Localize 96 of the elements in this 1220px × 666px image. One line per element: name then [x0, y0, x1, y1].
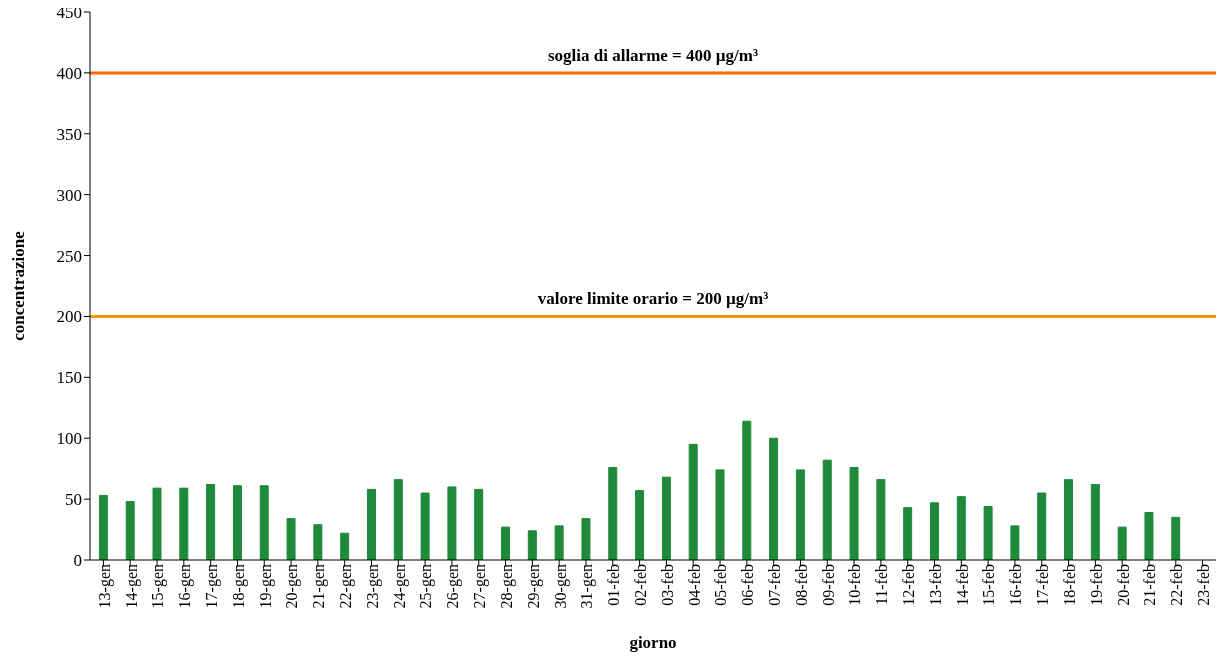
bar [1090, 484, 1100, 560]
ref-line-label: soglia di allarme = 400 µg/m³ [547, 45, 759, 65]
bar [608, 466, 618, 560]
x-tick-label: 20-gen [283, 564, 302, 609]
x-tick-label: 19-gen [256, 564, 275, 609]
bar [259, 485, 269, 560]
x-tick-label: 11-feb [873, 564, 891, 606]
y-axis-title: concentrazione [9, 230, 29, 341]
bar [903, 507, 913, 560]
bar [554, 525, 564, 560]
bar [1064, 479, 1074, 560]
x-tick-label: 31-gen [578, 564, 597, 609]
y-tick-label: 300 [56, 185, 82, 205]
x-tick-label: 23-feb [1194, 564, 1212, 606]
y-tick-label: 150 [56, 368, 82, 388]
x-tick-label: 05-feb [712, 564, 730, 606]
x-tick-label: 17-gen [203, 564, 221, 609]
x-tick-label: 29-gen [524, 564, 543, 609]
bar [688, 443, 698, 560]
x-tick-label: 30-gen [551, 564, 570, 609]
bar [179, 487, 189, 560]
bar [393, 479, 403, 560]
x-tick-label: 07-feb [766, 564, 783, 606]
x-tick-label: 02-feb [631, 564, 649, 606]
bar [956, 496, 966, 560]
bar [929, 502, 939, 560]
x-tick-label: 22-feb [1168, 564, 1186, 606]
x-tick-label: 15-feb [980, 564, 998, 606]
bar [1144, 512, 1154, 560]
x-tick-label: 18-feb [1060, 564, 1078, 606]
x-tick-label: 13-feb [926, 564, 944, 606]
x-tick-label: 14-gen [122, 564, 141, 609]
bar [447, 486, 457, 560]
bar [581, 518, 591, 560]
bar [420, 492, 430, 560]
y-tick-label: 350 [56, 124, 82, 144]
bar [715, 469, 725, 560]
x-tick-label: 26-gen [444, 564, 463, 609]
bar [661, 476, 671, 560]
bar [769, 437, 779, 560]
bar [1037, 492, 1047, 560]
x-tick-label: 18-gen [229, 564, 248, 609]
x-tick-label: 16-gen [176, 564, 195, 609]
x-tick-label: 24-gen [390, 564, 409, 609]
bar [340, 532, 350, 560]
x-tick-label: 19-feb [1087, 564, 1105, 606]
bar [474, 488, 484, 560]
x-tick-label: 21-feb [1141, 564, 1159, 606]
x-tick-label: 27-gen [471, 564, 490, 609]
bar [742, 420, 752, 560]
bar [1171, 516, 1181, 560]
bar [501, 526, 511, 560]
x-tick-label: 08-feb [792, 564, 810, 606]
bar [232, 485, 242, 560]
y-tick-label: 250 [56, 246, 82, 266]
bar [795, 469, 805, 560]
x-tick-label: 09-feb [819, 564, 837, 606]
bar [152, 487, 162, 560]
y-tick-label: 400 [56, 63, 82, 83]
y-tick-label: 200 [56, 307, 82, 327]
bar [366, 488, 376, 560]
x-tick-label: 06-feb [739, 564, 757, 606]
x-tick-label: 14-feb [953, 564, 971, 606]
y-tick-label: 0 [73, 551, 82, 571]
bar [206, 484, 216, 560]
y-tick-label: 100 [56, 429, 82, 449]
x-tick-label: 22-gen [337, 564, 356, 609]
bar [849, 466, 859, 560]
bar [286, 518, 296, 560]
x-axis-title: giorno [629, 633, 677, 652]
x-tick-label: 23-gen [363, 564, 382, 609]
x-tick-label: 13-gen [95, 564, 114, 609]
x-tick-label: 20-feb [1114, 564, 1132, 606]
x-tick-label: 25-gen [417, 564, 436, 609]
bar [125, 501, 135, 560]
x-tick-label: 04-feb [685, 564, 703, 606]
bar [313, 524, 323, 560]
x-tick-label: 01-feb [605, 564, 623, 606]
bar [635, 490, 645, 560]
x-tick-label: 21-gen [310, 564, 329, 609]
ref-line-label: valore limite orario = 200 µg/m³ [537, 289, 769, 309]
bar [876, 479, 886, 560]
x-tick-label: 15-gen [149, 564, 168, 609]
x-tick-label: 28-gen [497, 564, 516, 609]
x-tick-label: 10-feb [846, 564, 864, 606]
bar [1010, 525, 1020, 560]
bar [527, 530, 537, 560]
x-tick-label: 16-feb [1007, 564, 1025, 606]
bar [983, 505, 993, 560]
bar [98, 494, 108, 560]
x-tick-label: 03-feb [658, 564, 676, 606]
x-tick-label: 12-feb [900, 564, 918, 606]
bar [1117, 526, 1127, 560]
y-tick-label: 50 [65, 490, 82, 510]
bar [822, 459, 832, 560]
x-tick-label: 17-feb [1034, 564, 1052, 606]
